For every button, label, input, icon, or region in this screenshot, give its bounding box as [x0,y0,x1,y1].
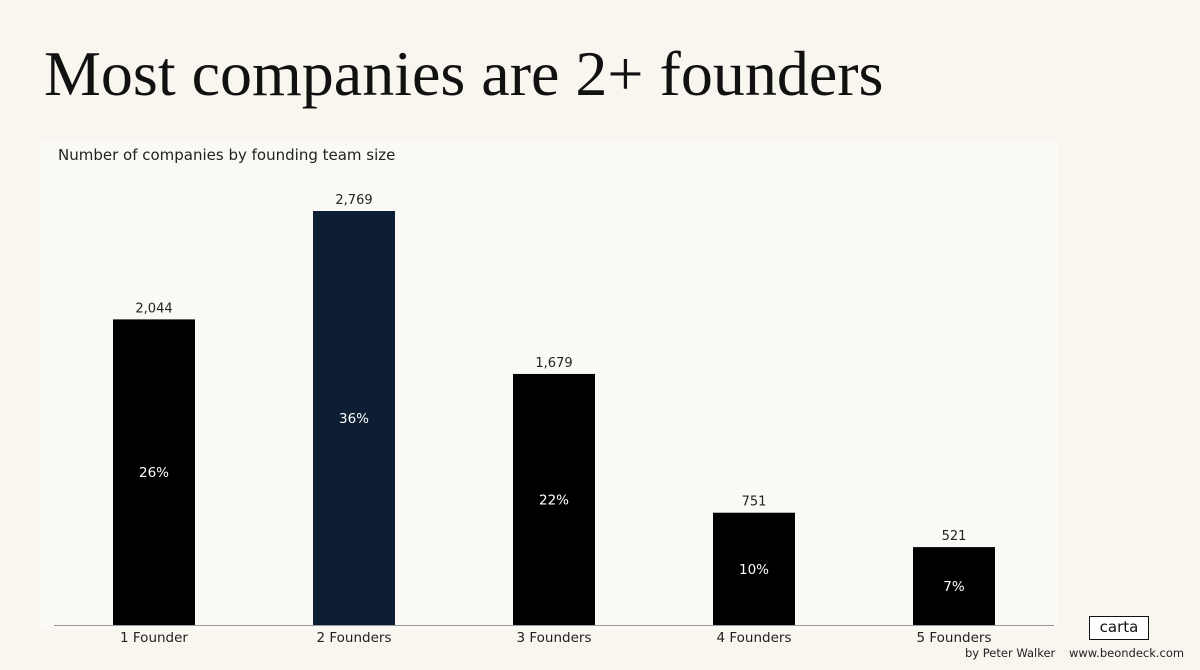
category-tick-label: 2 Founders [317,630,392,646]
value-label: 1,679 [535,356,572,371]
category-tick-label: 5 Founders [917,630,992,646]
page-headline: Most companies are 2+ founders [44,38,884,109]
percent-label: 26% [139,465,169,481]
category-tick-label: 4 Founders [717,630,792,646]
percent-label: 10% [739,562,769,578]
percent-label: 36% [339,411,369,427]
author-credit: by Peter Walker [965,646,1056,660]
value-label: 2,769 [335,193,372,208]
bar [313,211,395,625]
value-label: 751 [742,495,767,510]
category-tick-label: 1 Founder [120,630,188,646]
bar [913,547,995,625]
percent-label: 7% [943,579,965,595]
category-tick-label: 3 Founders [517,630,592,646]
website-link[interactable]: www.beondeck.com [1069,646,1185,660]
value-label: 521 [942,529,967,544]
bar [113,319,195,625]
bar [513,373,595,625]
bar [713,512,795,625]
chart-title: Number of companies by founding team siz… [58,146,396,164]
carta-logo: carta [1089,616,1149,640]
percent-label: 22% [539,492,569,508]
value-label: 2,044 [135,301,172,316]
